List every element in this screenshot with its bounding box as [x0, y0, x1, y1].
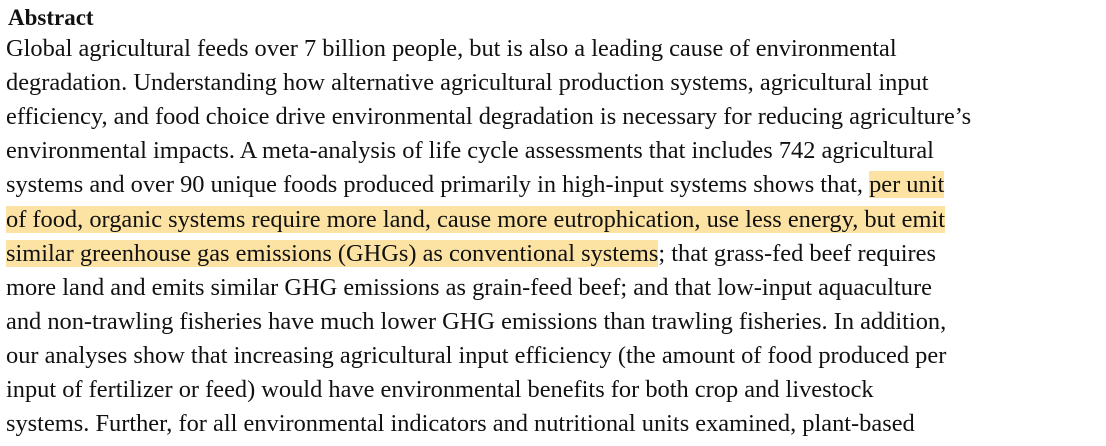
abstract-line-8: more land and emits similar GHG emission…	[6, 274, 932, 301]
abstract-line-7-text: ; that grass-fed beef requires	[658, 240, 937, 267]
abstract-line-1: Global agricultural feeds over 7 billion…	[6, 35, 897, 62]
highlighted-text: similar greenhouse gas emissions (GHGs) …	[6, 240, 659, 267]
abstract-line-10: our analyses show that increasing agricu…	[6, 342, 947, 369]
abstract-heading: Abstract	[8, 5, 94, 30]
abstract-line-3: efficiency, and food choice drive enviro…	[6, 103, 972, 130]
abstract-line-6: of food, organic systems require more la…	[6, 203, 946, 237]
abstract-line-5: systems and over 90 unique foods produce…	[6, 168, 945, 202]
abstract-line-12: systems. Further, for all environmental …	[6, 410, 915, 437]
abstract-line-2: degradation. Understanding how alternati…	[6, 69, 929, 96]
abstract-line-4: environmental impacts. A meta-analysis o…	[6, 137, 934, 164]
abstract-line-5-text: systems and over 90 unique foods produce…	[6, 171, 870, 198]
highlighted-text: per unit	[869, 171, 945, 198]
highlighted-text: of food, organic systems require more la…	[6, 206, 946, 233]
abstract-line-7: similar greenhouse gas emissions (GHGs) …	[6, 237, 936, 271]
abstract-line-9: and non-trawling fisheries have much low…	[6, 308, 947, 335]
abstract-line-11: input of fertilizer or feed) would have …	[6, 376, 874, 403]
